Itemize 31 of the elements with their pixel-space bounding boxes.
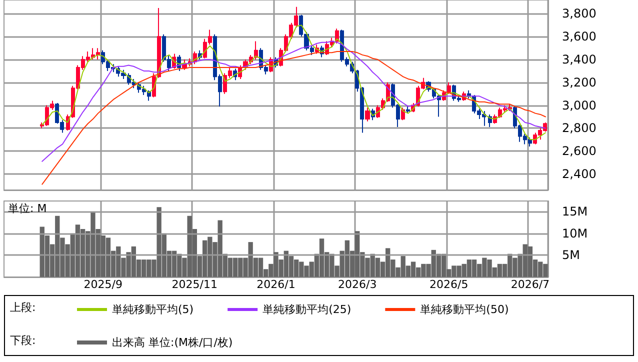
x-tick-label: 2026/3	[338, 278, 377, 291]
line-series	[42, 40, 546, 162]
candlestick	[365, 107, 370, 122]
y-tick-label: 3,800	[562, 6, 596, 21]
y-tick-label: 3,600	[562, 30, 596, 44]
y-tick-label: 2,400	[562, 166, 596, 181]
candlestick	[401, 107, 405, 121]
x-tick-label: 2025/9	[84, 278, 122, 291]
text: 下段:	[10, 334, 36, 347]
x-tick-label: 2025/11	[172, 278, 218, 291]
legend-label: 単純移動平均(5)	[112, 303, 194, 316]
legend-label: 単純移動平均(50)	[420, 303, 509, 316]
candlestick	[406, 106, 410, 114]
y-tick-label: 3,000	[562, 98, 596, 112]
x-tick-label: 2026/1	[256, 278, 296, 291]
x-tick-label: 2026/5	[430, 278, 468, 291]
candlestick	[447, 82, 451, 94]
y-tick-label: 15M	[562, 204, 588, 218]
legend-label: 単純移動平均(25)	[262, 303, 352, 316]
y-tick-label: 10M	[562, 226, 588, 240]
y-tick-label: 3,400	[562, 52, 596, 67]
line-series	[42, 24, 546, 140]
x-tick-label: 2026/7	[510, 278, 550, 291]
annotation: 単位: M	[8, 202, 47, 215]
text: 上段:	[10, 301, 36, 314]
y-tick-label: 2,800	[562, 121, 596, 136]
y-tick-label: 2,600	[562, 144, 596, 158]
line-series	[42, 51, 546, 185]
legend-label: 出来高 単位:(M株/口/枚)	[112, 336, 233, 349]
y-tick-label: 3,200	[562, 75, 596, 90]
y-tick-label: 5M	[562, 248, 580, 262]
